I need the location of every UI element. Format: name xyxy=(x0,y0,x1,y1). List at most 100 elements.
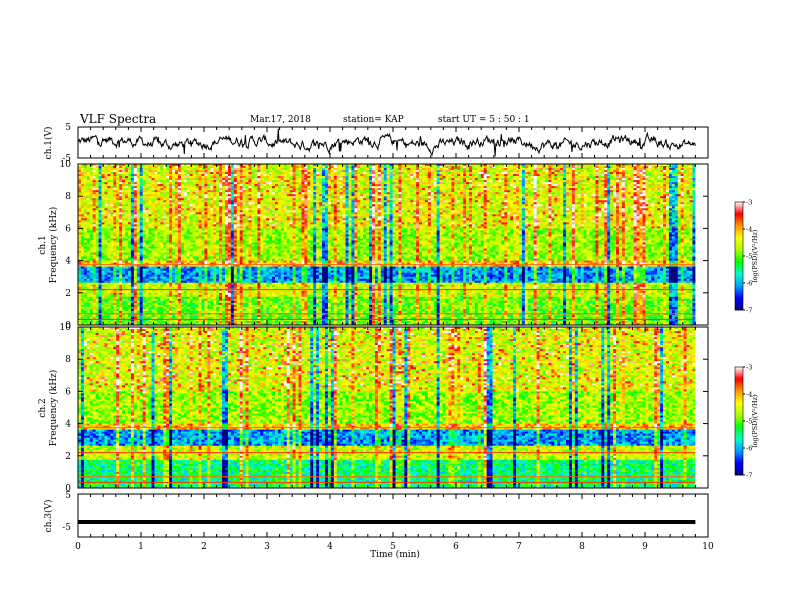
ch1-colorbar-cell xyxy=(735,277,743,280)
ch1-colorbar-cell xyxy=(735,306,743,309)
ch2-colorbar-cell xyxy=(735,437,743,440)
ch1-colorbar-tick-label: -7 xyxy=(746,307,752,315)
ch1-colorbar-cell xyxy=(735,290,743,293)
ch2-colorbar-cell xyxy=(735,377,743,380)
ch1-colorbar-cell xyxy=(735,230,743,233)
ch2-colorbar-cell xyxy=(735,466,743,469)
ch1-colorbar-cell xyxy=(735,275,743,278)
ch2-colorbar-cell xyxy=(735,448,743,451)
ch2-colorbar-cell xyxy=(735,386,743,389)
ch2-spectrogram-ytick-label: 6 xyxy=(65,387,71,397)
ch1-colorbar-tick-label: -5 xyxy=(746,253,752,261)
ch1-colorbar-cell xyxy=(735,252,743,255)
x-tick-label: 3 xyxy=(264,542,270,552)
ch2-colorbar-cell xyxy=(735,397,743,400)
ch2-colorbar-cell xyxy=(735,421,743,424)
ch2-colorbar-tick-label: -4 xyxy=(746,391,752,399)
ch1-colorbar: -3 -4 -5 -6 -7 log(PSD)(V²/Hz) xyxy=(734,199,759,315)
ch1-colorbar-cell xyxy=(735,304,743,307)
x-axis-label: Time (min) xyxy=(370,549,420,560)
ch1-spectrogram-no-data-region xyxy=(695,164,708,325)
ch2-colorbar-cell xyxy=(735,412,743,415)
ch1-colorbar-cell xyxy=(735,243,743,246)
ch1-waveform-panel: 5 -5 ch.1(V) xyxy=(43,123,709,164)
ch2-colorbar-cell xyxy=(735,367,743,370)
ch2-spectrogram-ytick-label: 0 xyxy=(65,484,71,494)
ch2-colorbar-cell xyxy=(735,455,743,458)
figure-title: VLF Spectra xyxy=(79,112,156,126)
ch1-colorbar-cell xyxy=(735,207,743,210)
ch2-colorbar-cell xyxy=(735,381,743,384)
ch2-colorbar-cell xyxy=(735,394,743,397)
ch1-colorbar-cell xyxy=(735,245,743,248)
ch1-colorbar-cell xyxy=(735,270,743,273)
ch2-spectrogram-ylabel-line2: Frequency (kHz) xyxy=(48,370,59,447)
ch2-colorbar-cell xyxy=(735,410,743,413)
ch2-colorbar-cell xyxy=(735,388,743,391)
ch2-colorbar-cell xyxy=(735,473,743,476)
ch2-colorbar-cell xyxy=(735,449,743,452)
ch2-colorbar-cell xyxy=(735,403,743,406)
ch3-waveform-ylabel: ch.3(V) xyxy=(43,500,54,533)
ch1-colorbar-label: log(PSD)(V²/Hz) xyxy=(751,229,759,282)
ch1-colorbar-cell xyxy=(735,268,743,271)
ch2-colorbar-cell xyxy=(735,413,743,416)
ch1-spectrogram-ytick-label: 6 xyxy=(65,224,71,234)
ch2-colorbar-cell xyxy=(735,467,743,470)
ch1-spectrogram-ylabel-line1: ch.1 xyxy=(38,235,48,254)
ch1-colorbar-cell xyxy=(735,254,743,257)
ch1-colorbar-cell xyxy=(735,299,743,302)
ch2-colorbar-cell xyxy=(735,424,743,427)
ch1-colorbar-cell xyxy=(735,220,743,223)
ch1-spectrogram-ylabel-line2: Frequency (kHz) xyxy=(48,207,59,284)
x-tick-label: 6 xyxy=(453,542,459,552)
ch2-colorbar-cell xyxy=(735,457,743,460)
x-tick-label: 7 xyxy=(516,542,522,552)
ch1-colorbar-cell xyxy=(735,308,743,311)
ch1-colorbar-cell xyxy=(735,281,743,284)
ch1-colorbar-cell xyxy=(735,295,743,298)
x-tick-label: 8 xyxy=(579,542,585,552)
ch2-spectrogram-panel: 0 2 4 6 8 10 ch.2 Frequency (kHz) xyxy=(38,323,709,494)
ch1-colorbar-cell xyxy=(735,284,743,287)
ch1-colorbar-cell xyxy=(735,216,743,219)
ch1-colorbar-cell xyxy=(735,274,743,277)
ch2-colorbar-tick-label: -7 xyxy=(746,472,752,480)
ch1-colorbar-cell xyxy=(735,283,743,286)
ch1-colorbar-cell xyxy=(735,261,743,264)
ch1-waveform-ylabel: ch.1(V) xyxy=(43,127,54,160)
ch1-colorbar-cell xyxy=(735,218,743,221)
ch1-colorbar-cell xyxy=(735,229,743,232)
ch2-colorbar-cell xyxy=(735,404,743,407)
ch2-colorbar-tick-label: -6 xyxy=(746,445,752,453)
x-tick-label: 5 xyxy=(390,542,396,552)
ch2-colorbar-cell xyxy=(735,433,743,436)
ch2-colorbar-cell xyxy=(735,439,743,442)
ch1-colorbar-cell xyxy=(735,232,743,235)
ch2-colorbar-cell xyxy=(735,392,743,395)
ch1-colorbar-cell xyxy=(735,203,743,206)
ch2-colorbar-cell xyxy=(735,401,743,404)
ch3-waveform-frame xyxy=(77,493,709,538)
x-tick-label: 9 xyxy=(642,542,648,552)
ch2-colorbar-cell xyxy=(735,431,743,434)
ch2-colorbar-cell xyxy=(735,462,743,465)
ch1-colorbar-cell xyxy=(735,221,743,224)
x-tick-label: 4 xyxy=(327,542,333,552)
ch1-colorbar-cell xyxy=(735,236,743,239)
ch1-colorbar-tick-label: -3 xyxy=(746,199,752,207)
ch2-colorbar-cell xyxy=(735,430,743,433)
ch2-colorbar-cell xyxy=(735,370,743,373)
ch1-spectrogram-ytick-label: 4 xyxy=(65,257,71,267)
ch1-colorbar-cell xyxy=(735,266,743,269)
ch1-colorbar-cell xyxy=(735,239,743,242)
ch1-colorbar-cell xyxy=(735,263,743,266)
ch1-colorbar-cell xyxy=(735,286,743,289)
ch2-colorbar-cell xyxy=(735,422,743,425)
ch1-colorbar-cell xyxy=(735,209,743,212)
ch2-colorbar-cell xyxy=(735,471,743,474)
ch1-colorbar-cell xyxy=(735,227,743,230)
ch1-spectrogram-ytick-label: 2 xyxy=(65,289,71,299)
ch2-spectrogram-image xyxy=(78,327,708,489)
ch2-colorbar-cell xyxy=(735,406,743,409)
